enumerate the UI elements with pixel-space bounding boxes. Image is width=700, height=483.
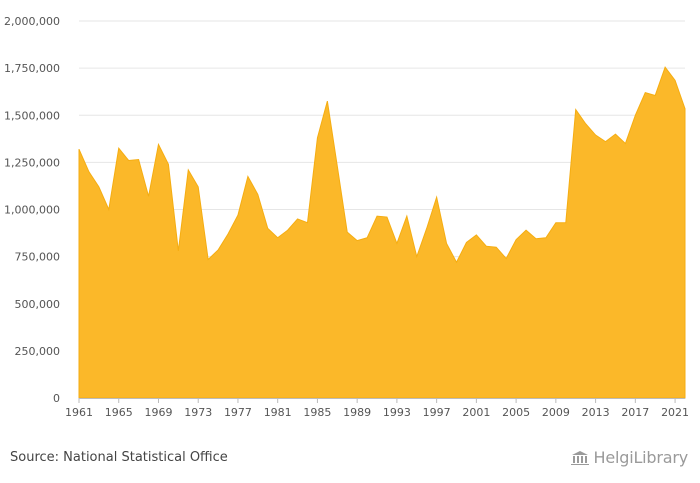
y-tick-label: 250,000	[15, 345, 61, 358]
x-tick-label: 2005	[502, 406, 530, 419]
x-tick-label: 1993	[383, 406, 411, 419]
chart-footer: Source: National Statistical Office Helg…	[0, 440, 700, 483]
y-tick-label: 750,000	[15, 251, 61, 264]
x-tick-label: 1981	[264, 406, 292, 419]
x-tick-label: 1965	[105, 406, 133, 419]
area-chart: 0 250,000 500,000 750,000 1,000,000 1,250,000…	[4, 15, 689, 419]
series-area	[78, 66, 686, 399]
x-tick-label: 2001	[462, 406, 490, 419]
brand-name: HelgiLibrary	[593, 448, 689, 467]
y-tick-label: 1,250,000	[4, 156, 60, 169]
x-tick-label: 2013	[582, 406, 610, 419]
source-note: Source: National Statistical Office	[10, 450, 228, 465]
y-axis-ticks: 0 250,000 500,000 750,000 1,000,000 1,250,000…	[4, 15, 60, 405]
x-tick-label: 1973	[184, 406, 212, 419]
y-tick-label: 2,000,000	[4, 15, 60, 28]
y-tick-label: 0	[53, 392, 60, 405]
x-tick-label: 1997	[423, 406, 451, 419]
x-tick-label: 2009	[542, 406, 570, 419]
y-tick-label: 1,000,000	[4, 204, 60, 217]
x-tick-label: 1989	[343, 406, 371, 419]
x-tick-label: 2017	[621, 406, 649, 419]
x-tick-label: 1985	[303, 406, 331, 419]
y-tick-label: 500,000	[15, 298, 61, 311]
x-tick-label: 1969	[144, 406, 172, 419]
x-axis-ticks: 1961 1965 1969 1973 1977 1981 1985 1989 1993 1997…	[65, 398, 689, 419]
library-icon	[570, 450, 590, 466]
x-tick-label: 2021	[661, 406, 689, 419]
y-tick-label: 1,750,000	[4, 62, 60, 75]
x-tick-label: 1977	[224, 406, 252, 419]
brand-logo[interactable]: HelgiLibrary	[570, 448, 688, 467]
x-tick-label: 1961	[65, 406, 93, 419]
y-tick-label: 1,500,000	[4, 109, 60, 122]
